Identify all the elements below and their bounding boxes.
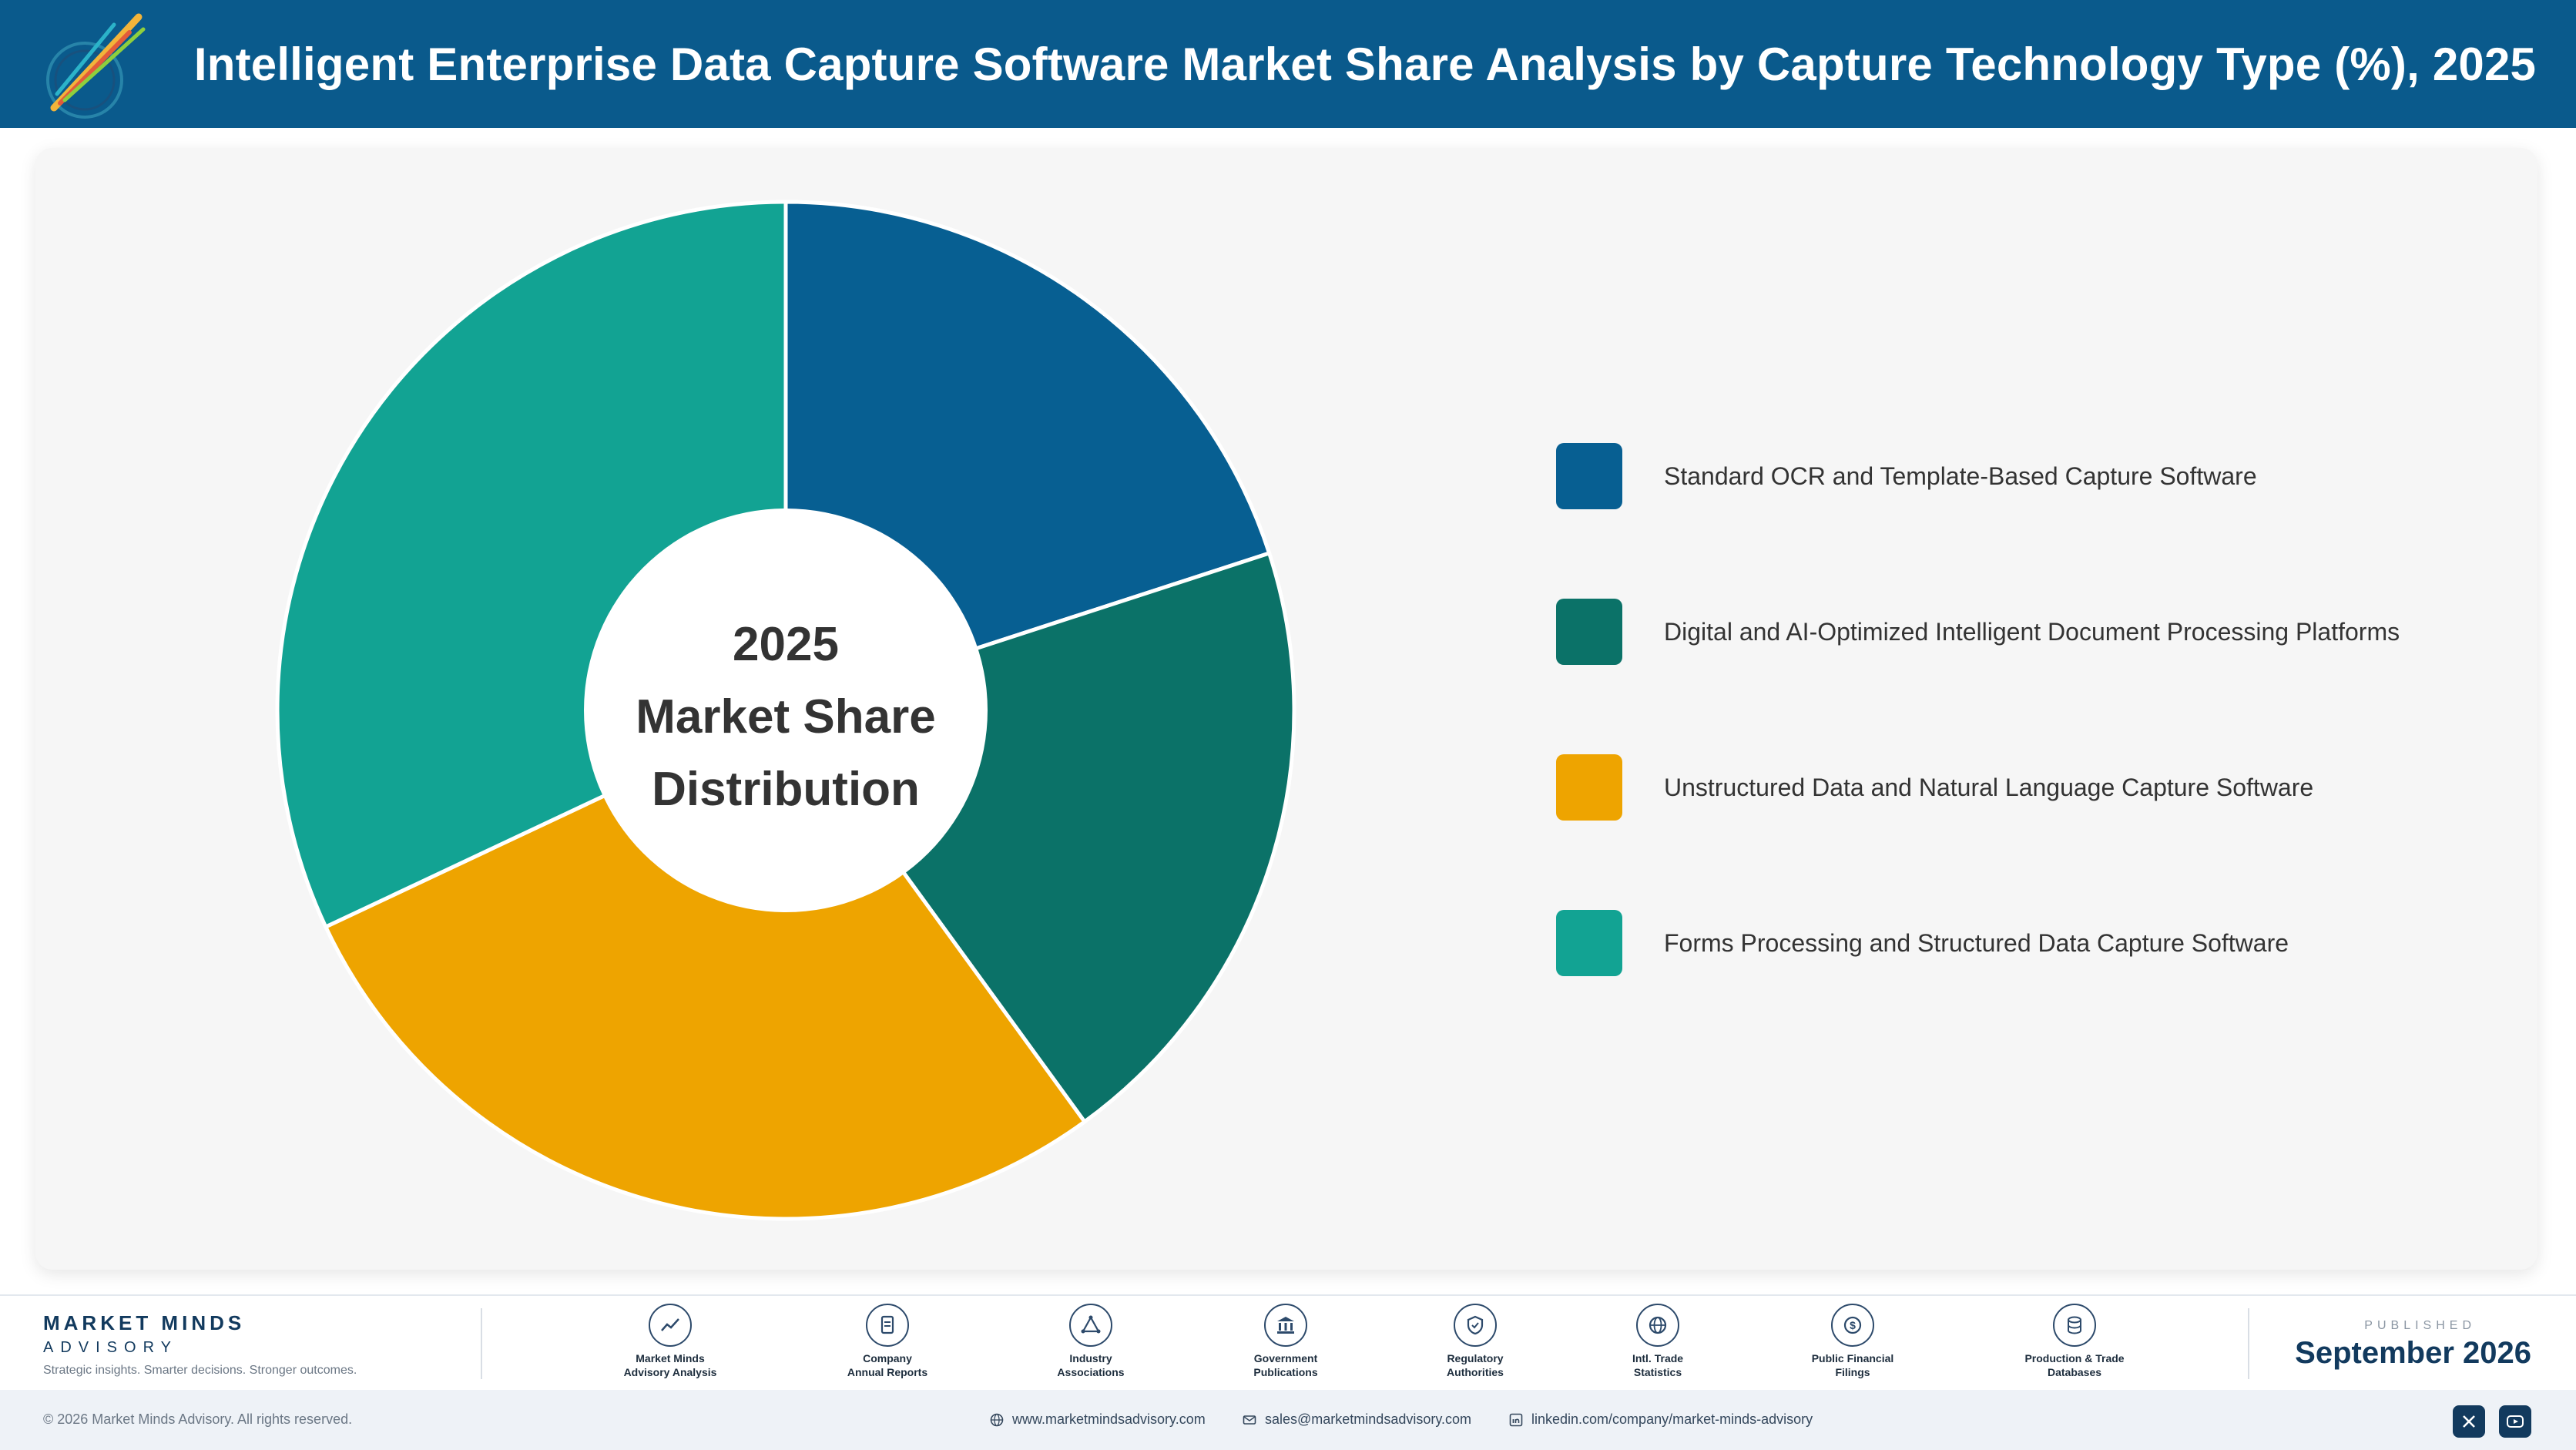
source-label: Regulatory Authorities <box>1447 1352 1504 1378</box>
brand-logo-icon <box>46 13 146 119</box>
source-item: Market Minds Advisory Analysis <box>589 1304 751 1379</box>
center-line-title: Market Share <box>636 690 936 743</box>
legend-label: Digital and AI-Optimized Intelligent Doc… <box>1664 617 2400 646</box>
shield-icon <box>1454 1304 1497 1347</box>
legend-item: Digital and AI-Optimized Intelligent Doc… <box>1556 599 2480 665</box>
document-icon <box>866 1304 909 1347</box>
legend-item: Forms Processing and Structured Data Cap… <box>1556 910 2480 976</box>
published-date: September 2026 <box>2295 1336 2531 1370</box>
youtube-icon <box>2507 1415 2524 1428</box>
header-bar: Intelligent Enterprise Data Capture Soft… <box>0 0 2576 128</box>
source-item: Industry Associations <box>1010 1304 1172 1379</box>
source-label: Government Publications <box>1253 1352 1318 1378</box>
linkedin-icon <box>1509 1413 1523 1426</box>
x-social-button[interactable] <box>2453 1405 2485 1438</box>
copyright-text: © 2026 Market Minds Advisory. All rights… <box>43 1411 353 1427</box>
legend-label: Forms Processing and Structured Data Cap… <box>1664 928 2289 957</box>
source-item: Regulatory Authorities <box>1394 1304 1556 1379</box>
legend-swatch <box>1556 910 1622 976</box>
footer-divider <box>481 1308 482 1379</box>
source-label: Public Financial Filings <box>1811 1352 1894 1378</box>
email-link[interactable]: sales@marketmindsadvisory.com <box>1242 1411 1471 1428</box>
legend-swatch <box>1556 443 1622 509</box>
source-item: Intl. Trade Statistics <box>1577 1304 1739 1379</box>
database-icon <box>2053 1304 2096 1347</box>
youtube-social-button[interactable] <box>2499 1405 2531 1438</box>
center-line-subtitle: Distribution <box>652 763 920 816</box>
legend-swatch <box>1556 599 1622 665</box>
mail-icon <box>1243 1415 1256 1425</box>
globe-icon <box>990 1413 1004 1426</box>
donut-center-label: 2025 Market Share Distribution <box>593 609 978 826</box>
source-label: Production & Trade Databases <box>2024 1352 2125 1378</box>
center-line-year: 2025 <box>733 618 839 671</box>
source-label: Market Minds Advisory Analysis <box>623 1352 717 1378</box>
source-label: Intl. Trade Statistics <box>1632 1352 1684 1378</box>
footer-brand-name: MARKET MINDS <box>43 1311 246 1334</box>
building-icon <box>1264 1304 1307 1347</box>
legend-label: Standard OCR and Template-Based Capture … <box>1664 462 2257 490</box>
legend-item: Unstructured Data and Natural Language C… <box>1556 754 2480 821</box>
footer-brand-sub: ADVISORY <box>43 1339 178 1356</box>
website-link[interactable]: www.marketmindsadvisory.com <box>989 1411 1206 1428</box>
legend-swatch <box>1556 754 1622 821</box>
svg-text:$: $ <box>1850 1319 1856 1331</box>
source-label: Industry Associations <box>1057 1352 1125 1378</box>
footer-band: MARKET MINDS ADVISORY Strategic insights… <box>0 1294 2576 1390</box>
network-icon <box>1069 1304 1112 1347</box>
bottom-bar: © 2026 Market Minds Advisory. All rights… <box>0 1390 2576 1450</box>
footer-divider <box>2248 1308 2249 1379</box>
legend-item: Standard OCR and Template-Based Capture … <box>1556 443 2480 509</box>
coin-icon: $ <box>1831 1304 1874 1347</box>
chart-card <box>35 148 2537 1270</box>
published-caption: PUBLISHED <box>2364 1319 2476 1332</box>
source-item: Company Annual Reports <box>807 1304 968 1379</box>
source-item: Production & Trade Databases <box>1994 1304 2155 1379</box>
footer-tagline: Strategic insights. Smarter decisions. S… <box>43 1364 357 1377</box>
x-icon <box>2463 1415 2475 1428</box>
legend-label: Unstructured Data and Natural Language C… <box>1664 773 2314 801</box>
source-label: Company Annual Reports <box>847 1352 928 1378</box>
page-title: Intelligent Enterprise Data Capture Soft… <box>193 38 2537 90</box>
globe-icon <box>1636 1304 1679 1347</box>
linkedin-link[interactable]: linkedin.com/company/market-minds-adviso… <box>1508 1411 1813 1428</box>
source-item: Government Publications <box>1205 1304 1367 1379</box>
source-item: $ Public Financial Filings <box>1772 1304 1934 1379</box>
trend-icon <box>649 1304 692 1347</box>
